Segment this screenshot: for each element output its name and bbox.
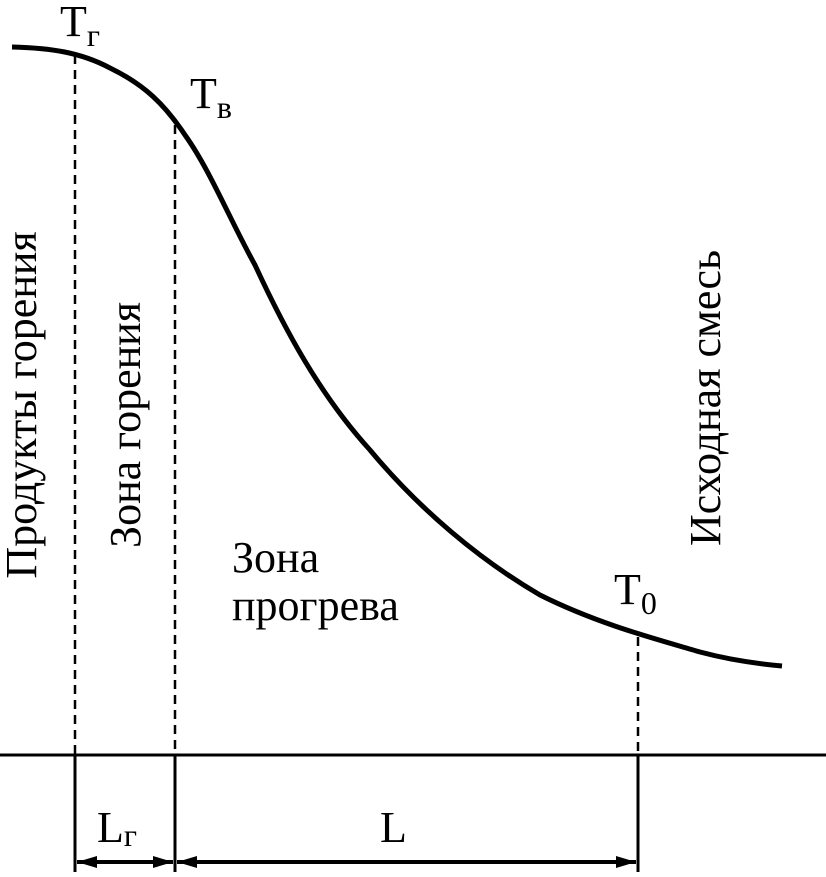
label-t-0: T0 xyxy=(614,565,657,621)
label-sub: в xyxy=(217,89,232,125)
zone-initial: Исходная смесь xyxy=(681,250,730,546)
label-main: T xyxy=(190,69,217,118)
zone-preheat: Зона xyxy=(232,533,319,582)
zone-preheat: прогрева xyxy=(232,581,399,630)
label-sub: 0 xyxy=(641,585,657,621)
label-l: L xyxy=(380,803,407,852)
label-main: T xyxy=(614,565,641,614)
zone-combustion: Зона горения xyxy=(101,302,150,548)
label-t-v: Tв xyxy=(190,69,232,125)
label-sub: г xyxy=(124,817,137,853)
label-sub: г xyxy=(87,17,100,53)
dimension-ticks xyxy=(73,755,640,872)
zone-products: Продукты горения xyxy=(0,231,46,578)
dashed-guides xyxy=(73,55,640,755)
label-l-g: Lг xyxy=(97,803,137,853)
label-t-g: Tг xyxy=(60,0,100,53)
temperature-curve xyxy=(11,44,783,669)
label-main: T xyxy=(60,0,87,46)
label-main: L xyxy=(97,803,124,852)
